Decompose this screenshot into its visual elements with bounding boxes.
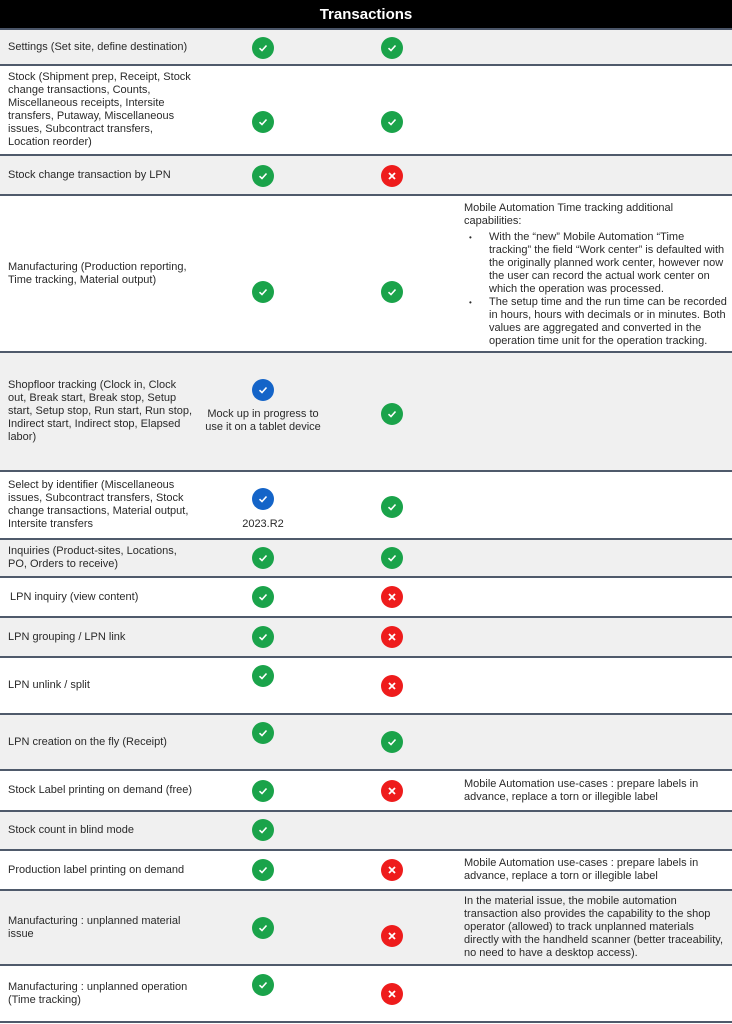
cross-icon: [381, 780, 403, 802]
cross-icon: [381, 983, 403, 1005]
check-icon: [381, 496, 403, 518]
row-label: Settings (Set site, define destination): [8, 40, 188, 53]
row-label: Manufacturing : unplanned operation (Tim…: [8, 980, 188, 1006]
cross-icon: [381, 675, 403, 697]
row-label: Manufacturing : unplanned material issue: [8, 914, 181, 940]
row-note: In the material issue, the mobile automa…: [464, 895, 724, 959]
table-row: Settings (Set site, define destination): [0, 30, 732, 66]
check-icon: [252, 665, 274, 687]
check-icon: [252, 626, 274, 648]
cross-icon: [381, 626, 403, 648]
check-icon: [381, 547, 403, 569]
table-row: LPN grouping / LPN link: [0, 618, 732, 658]
check-icon: [381, 281, 403, 303]
check-icon: [252, 859, 274, 881]
cross-icon: [381, 859, 403, 881]
note-bullet: The setup time and the run time can be r…: [469, 296, 729, 348]
table-row: Stock (Shipment prep, Receipt, Stock cha…: [0, 66, 732, 156]
note-title: Mobile Automation Time tracking addition…: [464, 202, 674, 227]
row-label: LPN inquiry (view content): [10, 590, 139, 603]
check-icon: [252, 974, 274, 996]
row-label: LPN creation on the fly (Receipt): [8, 735, 167, 748]
table-row: LPN unlink / split: [0, 658, 732, 715]
table-row: Select by identifier (Miscellaneous issu…: [0, 472, 732, 540]
cross-icon: [381, 925, 403, 947]
row-label: Production label printing on demand: [8, 863, 185, 876]
status-note: Mock up in progress to use it on a table…: [205, 408, 321, 433]
row-label: Manufacturing (Production reporting, Tim…: [8, 260, 187, 286]
row-label: Shopfloor tracking (Clock in, Clock out,…: [8, 379, 193, 443]
table-row: Shopfloor tracking (Clock in, Clock out,…: [0, 353, 732, 472]
row-label: Inquiries (Product-sites, Locations, PO,…: [8, 545, 177, 570]
check-icon: [252, 780, 274, 802]
table-row: Manufacturing : unplanned operation (Tim…: [0, 966, 732, 1023]
table-row: Inquiries (Product-sites, Locations, PO,…: [0, 540, 732, 578]
check-icon: [252, 281, 274, 303]
row-label: Select by identifier (Miscellaneous issu…: [8, 479, 189, 530]
check-icon: [252, 586, 274, 608]
check-icon: [252, 819, 274, 841]
check-icon: [252, 37, 274, 59]
table-row: Manufacturing (Production reporting, Tim…: [0, 196, 732, 353]
check-icon: [252, 165, 274, 187]
table-row: Stock count in blind mode: [0, 812, 732, 851]
row-label: Stock Label printing on demand (free): [8, 784, 193, 796]
table-row: Production label printing on demand Mobi…: [0, 851, 732, 891]
table-row: Stock change transaction by LPN: [0, 156, 732, 196]
release-note: 2023.R2: [242, 518, 284, 530]
table-row: Stock Label printing on demand (free) Mo…: [0, 771, 732, 812]
table-title: Transactions: [0, 0, 732, 30]
check-icon: [252, 722, 274, 744]
row-label: LPN unlink / split: [8, 679, 90, 691]
row-label: Stock change transaction by LPN: [8, 168, 171, 181]
check-icon: [252, 917, 274, 939]
row-note: Mobile Automation Time tracking addition…: [464, 202, 729, 348]
check-in-progress-icon: [252, 379, 274, 401]
check-icon: [381, 111, 403, 133]
table-row: LPN creation on the fly (Receipt): [0, 715, 732, 771]
table-row: LPN inquiry (view content): [0, 578, 732, 618]
note-bullet: With the “new” Mobile Automation “Time t…: [469, 231, 729, 296]
check-icon: [381, 731, 403, 753]
cross-icon: [381, 586, 403, 608]
row-note: Mobile Automation use-cases : prepare la…: [464, 857, 699, 882]
check-icon: [252, 547, 274, 569]
table-row: Manufacturing : unplanned material issue…: [0, 891, 732, 966]
row-label: Stock (Shipment prep, Receipt, Stock cha…: [8, 71, 191, 148]
check-icon: [252, 111, 274, 133]
row-label: Stock count in blind mode: [8, 824, 134, 836]
row-label: LPN grouping / LPN link: [8, 630, 126, 643]
cross-icon: [381, 165, 403, 187]
check-in-progress-icon: [252, 488, 274, 510]
check-icon: [381, 37, 403, 59]
check-icon: [381, 403, 403, 425]
row-note: Mobile Automation use-cases : prepare la…: [464, 777, 699, 803]
